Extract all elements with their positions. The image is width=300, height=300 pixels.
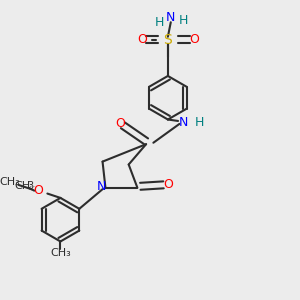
Text: O: O [34, 184, 44, 197]
Text: H: H [154, 16, 164, 29]
Text: methoxy: methoxy [30, 186, 36, 187]
Text: O: O [115, 117, 125, 130]
Text: N: N [96, 180, 106, 193]
Text: O: O [137, 33, 147, 46]
Text: 3: 3 [27, 181, 33, 191]
Text: N: N [179, 116, 188, 129]
Text: O: O [189, 33, 199, 46]
Text: N: N [166, 11, 176, 24]
Text: CH₃: CH₃ [50, 248, 71, 258]
Text: H: H [195, 116, 205, 129]
Text: O: O [163, 178, 173, 191]
Text: H: H [179, 14, 188, 27]
Text: CH: CH [15, 181, 31, 191]
Text: CH₃: CH₃ [0, 177, 20, 187]
Text: S: S [164, 33, 172, 47]
